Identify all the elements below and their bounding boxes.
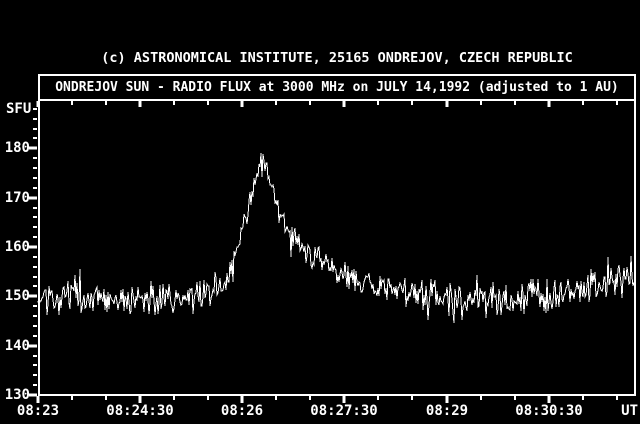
y-tick-label: 130 [4,387,30,403]
x-tick-label: 08:23 [16,403,60,419]
y-tick-label: 140 [4,338,30,354]
plot-box-border [38,99,636,396]
x-axis-unit-label: UT [621,403,638,419]
x-tick-label: 08:26 [220,403,264,419]
y-tick-label: 170 [4,190,30,206]
y-axis-unit-label: SFU [6,101,32,117]
x-tick-label: 08:27:30 [310,403,378,419]
copyright-line: (c) ASTRONOMICAL INSTITUTE, 25165 ONDREJ… [101,50,573,66]
flux-trace [37,152,635,324]
y-tick-label: 150 [4,288,30,304]
x-tick-label: 08:24:30 [106,403,174,419]
x-tick-label: 08:29 [425,403,469,419]
y-tick-label: 180 [4,140,30,156]
y-tick-label: 160 [4,239,30,255]
chart-title: ONDREJOV SUN - RADIO FLUX at 3000 MHz on… [55,80,619,95]
x-tick-label: 08:30:30 [515,403,583,419]
